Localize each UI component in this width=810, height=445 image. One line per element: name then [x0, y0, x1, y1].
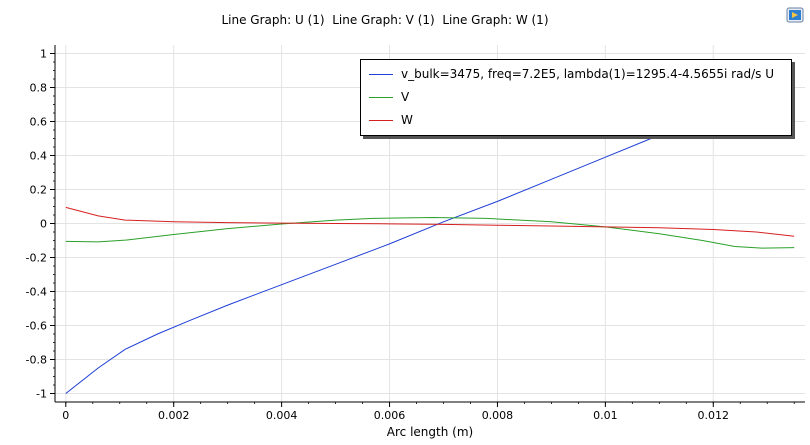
legend-label: V [401, 90, 410, 104]
legend-swatch [369, 73, 393, 75]
axes: 0 0.002 0.004 0.006 0.008 0.01 0.012 1 0.8 0.6 0.4… [26, 45, 805, 422]
legend: v_bulk=3475, freq=7.2E5, lambda(1)=1295.… [360, 59, 792, 136]
legend-item: V [369, 89, 409, 105]
x-tick-label: 0.008 [482, 409, 514, 422]
y-tick-label: -1 [36, 388, 47, 401]
legend-swatch [369, 96, 393, 98]
series-line-3 [65, 206, 795, 237]
y-tick-label: 0 [40, 218, 47, 231]
legend-swatch [369, 119, 393, 121]
legend-item: W [369, 112, 413, 128]
y-tick-label: 0.8 [30, 82, 48, 95]
x-tick-label: 0.002 [158, 409, 190, 422]
x-tick-label: 0.012 [698, 409, 730, 422]
series-line-2 [65, 217, 795, 249]
y-tick-label: -0.8 [26, 354, 47, 367]
series-lines [65, 134, 795, 394]
image-snapshot-icon[interactable] [786, 7, 804, 23]
chart-title: Line Graph: U (1) Line Graph: V (1) Line… [221, 13, 549, 27]
x-axis-label: Arc length (m) [386, 425, 474, 439]
legend-label: v_bulk=3475, freq=7.2E5, lambda(1)=1295.… [401, 67, 774, 81]
y-tick-label: -0.4 [26, 286, 47, 299]
y-tick-label: 0.6 [30, 116, 48, 129]
y-tick-label: -0.2 [26, 252, 47, 265]
legend-label: W [401, 113, 413, 127]
y-tick-label: 0.2 [30, 184, 48, 197]
y-tick-label: -0.6 [26, 320, 47, 333]
x-tick-label: 0 [62, 409, 69, 422]
y-tick-label: 1 [40, 48, 47, 61]
x-tick-label: 0.006 [374, 409, 406, 422]
legend-item: v_bulk=3475, freq=7.2E5, lambda(1)=1295.… [369, 66, 774, 82]
y-tick-label: 0.4 [30, 150, 48, 163]
x-tick-label: 0.004 [266, 409, 298, 422]
x-tick-label: 0.01 [593, 409, 618, 422]
series-line-1 [65, 134, 660, 394]
